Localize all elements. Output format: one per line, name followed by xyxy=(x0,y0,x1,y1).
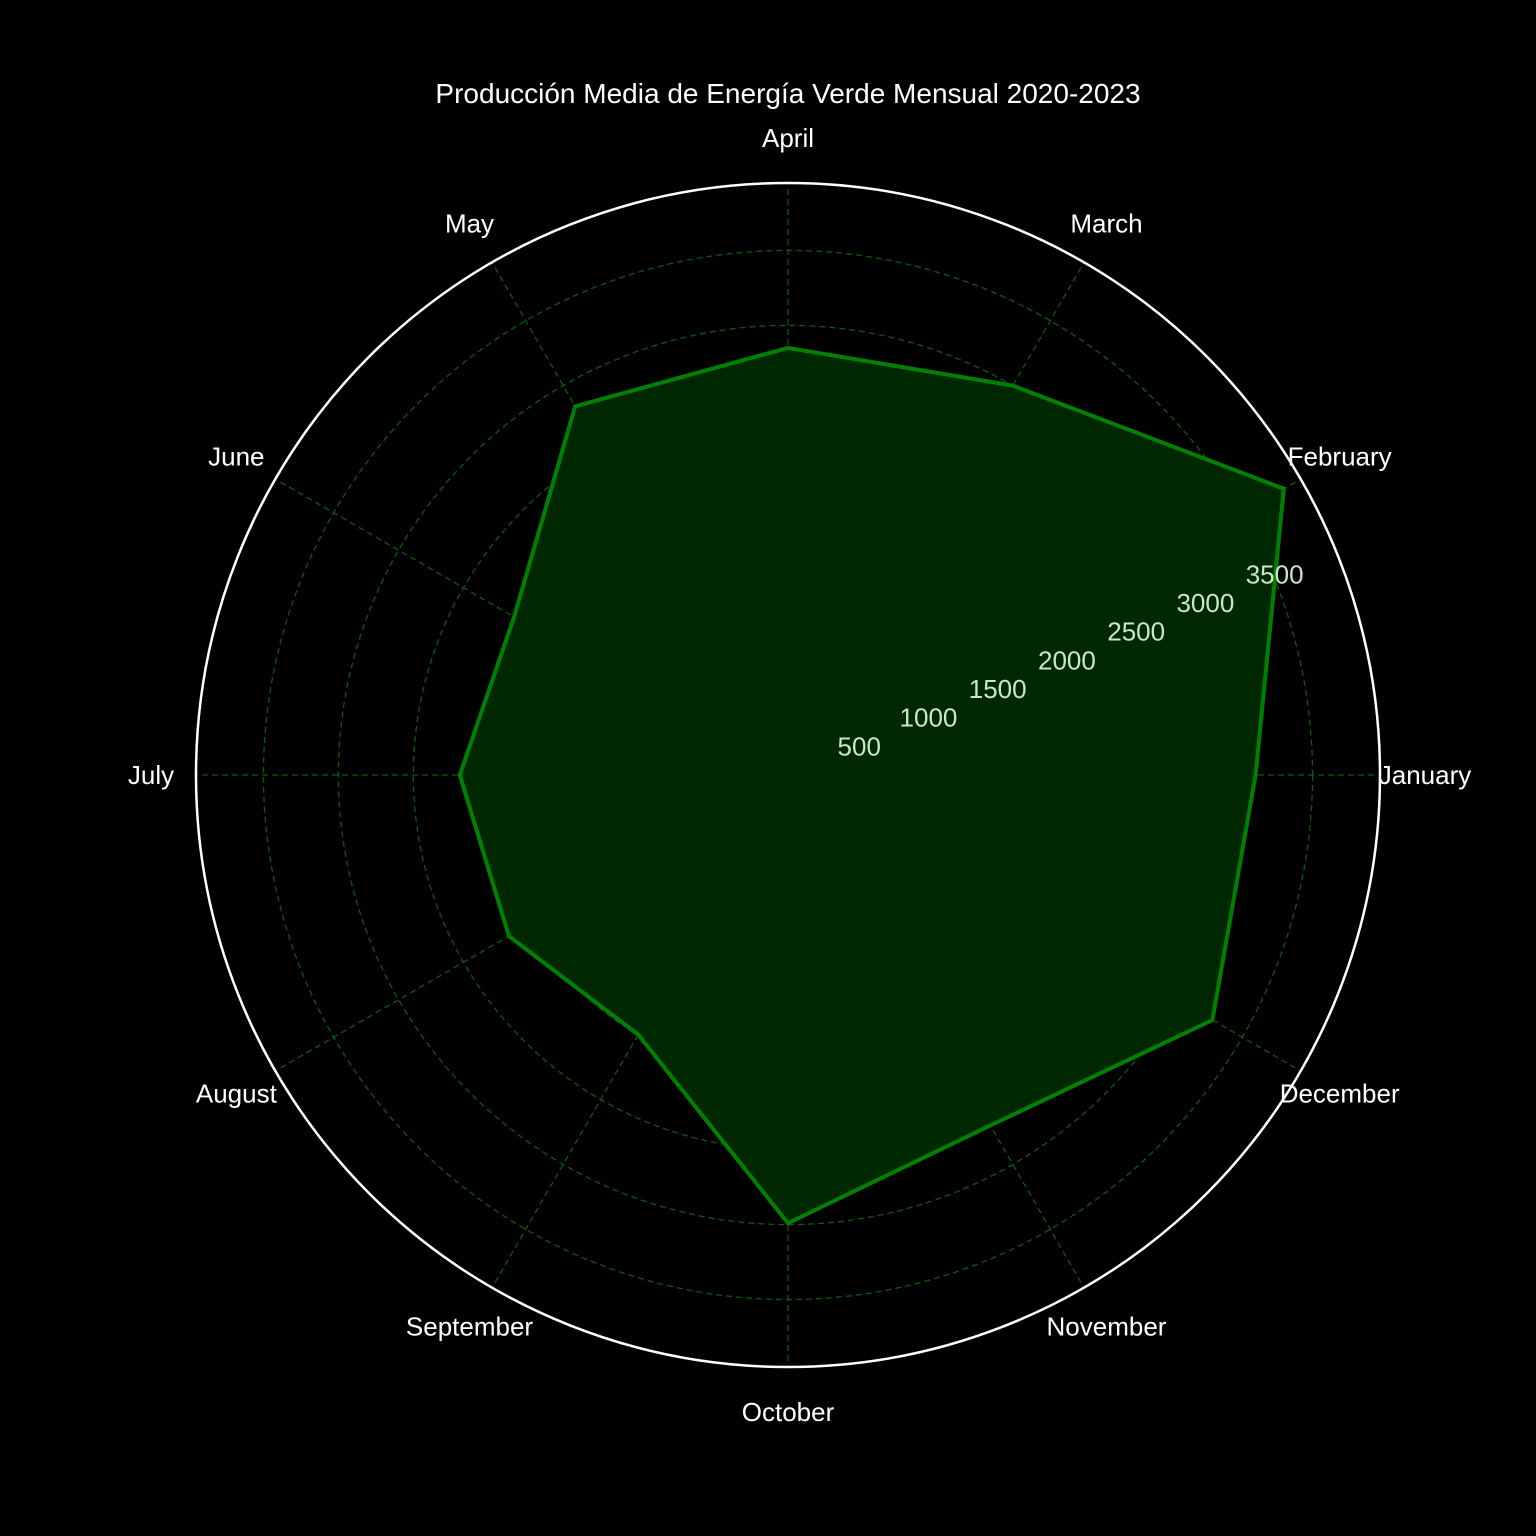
chart-title: Producción Media de Energía Verde Mensua… xyxy=(435,78,1140,109)
category-label: May xyxy=(445,208,494,238)
category-label: November xyxy=(1047,1312,1167,1342)
category-label: March xyxy=(1070,208,1142,238)
category-labels: January February March April May June July Augu… xyxy=(128,123,1471,1427)
grid-spoke xyxy=(274,774,789,1072)
category-label: April xyxy=(762,123,814,153)
category-label: September xyxy=(406,1312,534,1342)
radial-tick-label: 1500 xyxy=(969,674,1027,704)
radial-tick-label: 3000 xyxy=(1176,588,1234,618)
grid-spoke xyxy=(274,478,789,776)
category-label: August xyxy=(196,1079,278,1109)
radial-tick-label: 1000 xyxy=(900,703,958,733)
category-label: June xyxy=(208,442,264,472)
category-label: October xyxy=(742,1397,835,1427)
grid-spoke xyxy=(787,774,1302,1072)
radial-tick-label: 3500 xyxy=(1246,559,1304,589)
series-layer xyxy=(457,345,1286,1226)
outer-ring xyxy=(194,181,1382,1369)
series-line xyxy=(457,345,1286,1226)
category-label: February xyxy=(1288,442,1392,472)
grid-spoke xyxy=(491,261,789,776)
radial-tick-label: 2000 xyxy=(1038,645,1096,675)
radial-tick-label: 2500 xyxy=(1107,617,1165,647)
category-label: July xyxy=(128,760,174,790)
series-area xyxy=(459,347,1284,1224)
category-label: December xyxy=(1280,1079,1400,1109)
grid-spoke xyxy=(787,774,1085,1289)
grid-spoke xyxy=(787,261,1085,776)
grid-spoke xyxy=(491,774,789,1289)
radial-tick-labels: 500 1000 1500 2000 2500 3000 3500 xyxy=(838,559,1304,761)
category-label: January xyxy=(1379,760,1472,790)
radial-tick-label: 500 xyxy=(838,731,881,761)
